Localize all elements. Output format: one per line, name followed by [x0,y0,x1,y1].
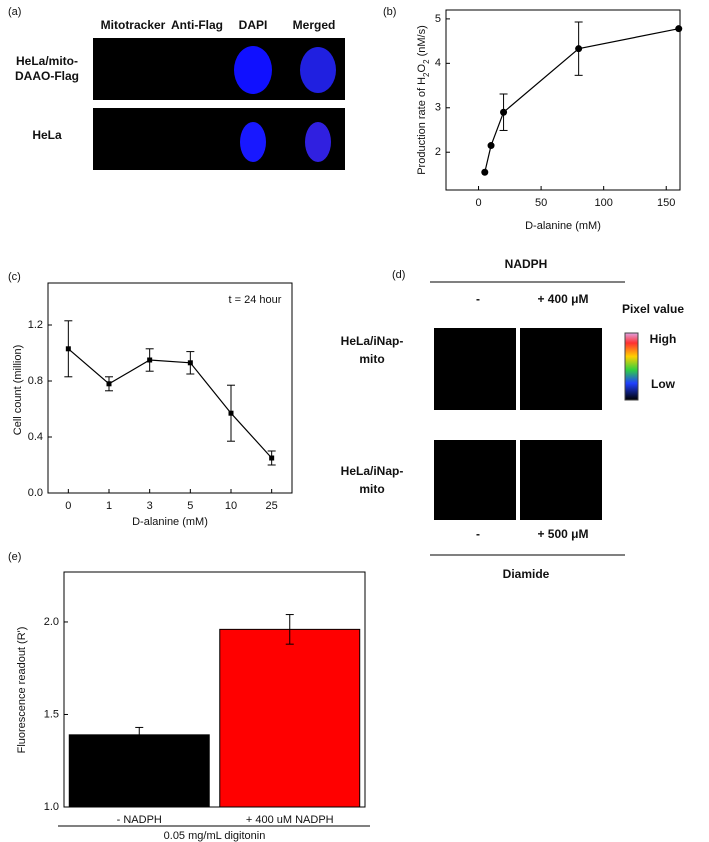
colorbar-title: Pixel value [622,302,684,316]
condition: - [476,292,480,306]
y-axis-label-part: O [416,63,428,72]
y-axis-label: Production rate of H2O2 (nM/s) [416,25,431,175]
micrograph [94,41,154,97]
x-tick-label: 150 [657,197,675,209]
x-tick-label: - NADPH [117,814,162,826]
micrograph [96,111,152,167]
data-point [269,455,275,461]
micrograph [240,122,266,162]
x-tick-label: 50 [535,197,547,209]
data-point [500,108,508,116]
x-tick-label: 100 [594,197,612,209]
x-tick-label: 10 [225,500,237,512]
y-axis-label: Fluorescence readout (R') [16,627,28,754]
condition: + 500 μM [537,527,588,541]
y-tick-label: 1.2 [28,319,43,331]
micrograph [523,349,599,401]
panel-a: (a) Mitotracker Anti-Flag DAPI Merged He… [8,6,345,170]
data-point [481,168,489,176]
column-header: DAPI [239,18,268,32]
panel-d: (d) NADPH - + 400 μM Pixel value High Lo… [341,257,685,581]
data-point [106,381,112,387]
header: NADPH [505,257,548,271]
micrograph [234,46,272,94]
y-tick-label: 4 [435,57,441,69]
data-point [65,346,71,352]
x-tick-label: 5 [187,500,193,512]
y-tick-label: 0.8 [28,375,43,387]
bar [219,628,361,808]
row-label: mito [359,352,384,366]
data-point [228,410,234,416]
row-label: HeLa/iNap- [341,464,404,478]
y-tick-label: 1.0 [44,801,59,813]
x-tick-label: 25 [266,500,278,512]
x-tick-label: + 400 uM NADPH [246,814,334,826]
condition: - [476,527,480,541]
x-axis-label: D-alanine (mM) [132,516,208,528]
panel-label: (b) [383,6,396,18]
y-tick-label: 1.5 [44,708,59,720]
plot-frame [63,571,366,808]
x-tick-label: 1 [106,500,112,512]
micrograph [305,122,331,162]
panel-label: (e) [8,551,21,563]
y-tick-label: 2 [435,146,441,158]
row-label: HeLa/iNap- [341,334,404,348]
y-axis-label-part: 2 [422,72,431,77]
column-header: Mitotracker [101,18,166,32]
column-header: Merged [293,18,336,32]
micrograph [300,47,336,93]
x-tick-label: 0 [65,500,71,512]
x-tick-label: 0 [475,197,481,209]
micrograph-row [93,108,345,170]
row-label: mito [359,482,384,496]
data-point [187,360,193,366]
row-label: HeLa/mito- [16,54,78,68]
y-axis-label-part: Production rate of H [416,77,428,175]
panel-label: (d) [392,269,405,281]
data-point [675,25,683,33]
column-header: Anti-Flag [171,18,223,32]
y-tick-label: 5 [435,13,441,25]
micrograph-row [93,38,345,100]
y-tick-label: 2.0 [44,616,59,628]
micrograph [520,442,596,514]
micrograph [440,354,512,402]
annotation: t = 24 hour [229,294,282,306]
micrograph [434,440,514,516]
x-tick-label: 3 [147,500,153,512]
data-point [487,142,495,150]
panel-label: (c) [8,271,21,283]
y-axis-label-part: 2 [422,59,431,64]
panel-label: (a) [8,6,21,18]
data-line [67,348,273,459]
y-tick-label: 3 [435,102,441,114]
x-axis-label: D-alanine (mM) [525,220,601,232]
y-axis-label: Cell count (million) [12,345,24,435]
micrograph [157,41,217,97]
plot-frame [445,9,681,191]
plot-frame [47,282,293,494]
y-tick-label: 0.4 [28,431,43,443]
row-label: HeLa [32,128,62,142]
y-axis-label-part: (nM/s) [416,25,428,59]
colorbar-label: Low [651,377,676,391]
header: Diamide [503,567,550,581]
colorbar [624,332,639,401]
bar [68,734,210,808]
row-label: DAAO-Flag [15,69,79,83]
data-point [147,357,153,363]
footnote: 0.05 mg/mL digitonin [164,830,266,842]
colorbar-label: High [650,332,677,346]
y-tick-label: 0.0 [28,487,43,499]
data-point [575,45,583,53]
condition: + 400 μM [537,292,588,306]
